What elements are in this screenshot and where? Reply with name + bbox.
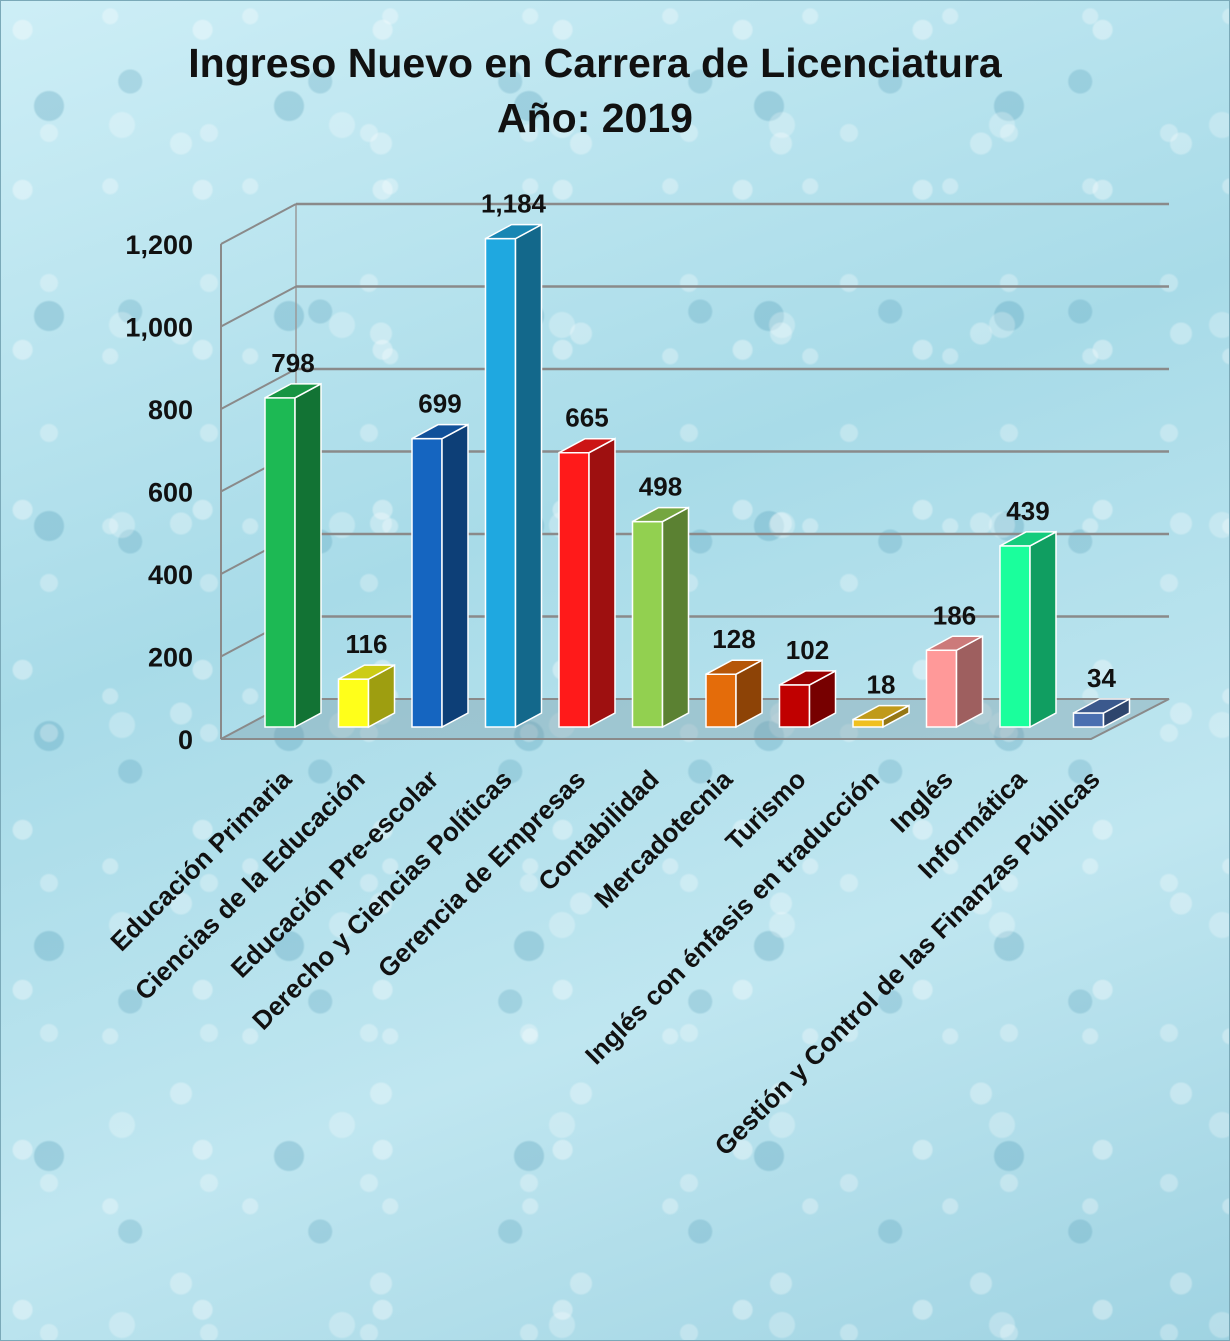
y-tick-label: 200 bbox=[148, 643, 193, 673]
bar bbox=[484, 223, 543, 729]
bar bbox=[558, 437, 616, 729]
bar-top bbox=[999, 531, 1057, 547]
bar bbox=[337, 663, 396, 729]
data-label: 665 bbox=[565, 403, 608, 433]
data-label: 18 bbox=[867, 670, 896, 700]
data-label: 699 bbox=[418, 389, 461, 419]
bar bbox=[1072, 697, 1131, 729]
y-tick-label: 1,000 bbox=[125, 313, 193, 343]
data-label: 1,184 bbox=[481, 189, 547, 219]
bar bbox=[411, 423, 469, 729]
bar-top bbox=[264, 383, 322, 399]
gridline-slant bbox=[220, 203, 297, 245]
bar-top bbox=[779, 670, 836, 686]
bar-side bbox=[1029, 530, 1057, 729]
bar bbox=[925, 635, 984, 729]
bar-front bbox=[484, 237, 517, 728]
bar-top bbox=[852, 704, 910, 721]
data-label: 128 bbox=[712, 624, 755, 654]
data-label: 439 bbox=[1006, 496, 1049, 526]
bar bbox=[778, 669, 837, 729]
bar-front bbox=[264, 397, 296, 728]
bar-top bbox=[485, 223, 542, 240]
bar-side bbox=[441, 423, 469, 729]
data-label: 34 bbox=[1087, 663, 1116, 693]
bar-front bbox=[558, 451, 590, 728]
y-tick-label: 1,200 bbox=[125, 230, 193, 260]
bar-front bbox=[925, 649, 958, 728]
bar-top bbox=[338, 664, 395, 680]
bar bbox=[999, 530, 1057, 729]
bar bbox=[852, 704, 910, 729]
data-label: 102 bbox=[786, 635, 829, 665]
y-tick-label: 0 bbox=[178, 725, 193, 755]
bar-side bbox=[588, 437, 616, 729]
bar-front bbox=[411, 437, 443, 728]
bar-top bbox=[1073, 698, 1130, 714]
bars bbox=[264, 223, 1131, 729]
bar-side bbox=[514, 223, 543, 729]
bar bbox=[264, 382, 322, 729]
bar-front bbox=[705, 673, 737, 728]
bar-top bbox=[558, 437, 616, 454]
bar-front bbox=[999, 545, 1031, 728]
chart-subtitle: Año: 2019 bbox=[497, 95, 693, 141]
data-label: 116 bbox=[346, 629, 388, 659]
bar bbox=[631, 506, 690, 729]
bar-front bbox=[852, 718, 884, 728]
bar-top bbox=[926, 635, 983, 652]
bar-top bbox=[411, 423, 469, 440]
bar-front bbox=[337, 678, 370, 728]
bar-top bbox=[705, 659, 763, 675]
bar-front bbox=[631, 520, 664, 728]
bar-side bbox=[294, 382, 322, 729]
y-tick-label: 800 bbox=[148, 395, 193, 425]
bar-front bbox=[778, 684, 811, 728]
gridline-slant bbox=[220, 285, 297, 328]
bar-top bbox=[632, 506, 689, 523]
bar-side bbox=[661, 506, 690, 729]
y-tick-label: 400 bbox=[148, 560, 193, 590]
gridline-slant bbox=[220, 368, 297, 410]
chart-title: Ingreso Nuevo en Carrera de Licenciatura bbox=[188, 40, 1003, 86]
bar-side bbox=[955, 635, 984, 729]
data-label: 798 bbox=[271, 348, 314, 378]
data-label: 498 bbox=[639, 472, 682, 502]
data-label: 186 bbox=[933, 600, 976, 630]
y-tick-label: 600 bbox=[148, 478, 193, 508]
bar bbox=[705, 658, 763, 729]
bar-front bbox=[1072, 712, 1105, 728]
